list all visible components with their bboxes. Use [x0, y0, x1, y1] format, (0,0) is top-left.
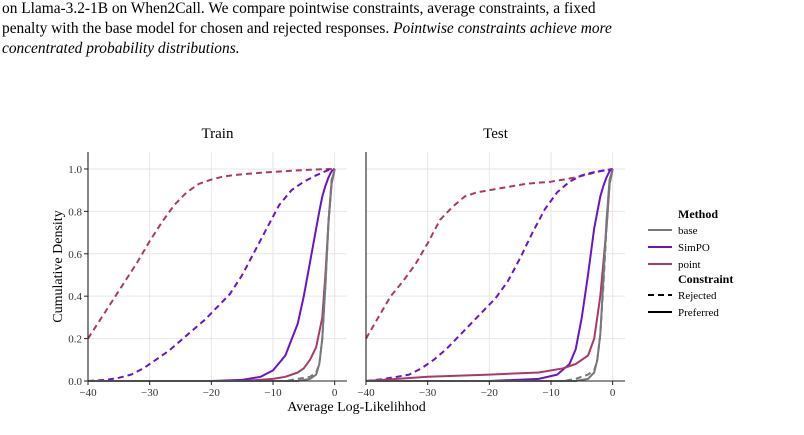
- x-tick-label: −10: [264, 387, 282, 399]
- y-tick-label: 0.2: [68, 334, 82, 346]
- legend-label-simpo: SimPO: [678, 242, 710, 254]
- x-tick-label: −40: [79, 387, 97, 399]
- series-line-point-rejected: [365, 168, 613, 340]
- x-tick-label: 0: [332, 387, 338, 399]
- x-tick-label: −20: [481, 387, 499, 399]
- panel-train: Train −40 −30 −20 −10 0 0.0 0.2 0.4 0.6 0.8 1.0: [68, 126, 347, 399]
- figure-caption: on Llama-3.2-1B on When2Call. We compare…: [2, 0, 798, 59]
- panel-train-series: [87, 168, 336, 382]
- y-tick-label: 1.0: [68, 164, 82, 176]
- x-tick-label: −10: [542, 387, 560, 399]
- legend-constraint-title: Constraint: [678, 272, 733, 286]
- panel-test-background: [366, 152, 625, 381]
- series-line-simpo-rejected: [87, 168, 335, 382]
- legend-method-title: Method: [678, 207, 718, 221]
- legend-label-preferred: Preferred: [678, 307, 719, 319]
- x-tick-label: −40: [357, 387, 375, 399]
- caption-line-2: penalty with the base model for chosen a…: [2, 19, 798, 39]
- series-line-simpo-preferred: [88, 168, 336, 382]
- y-axis-label: Cumulative Density: [51, 210, 66, 322]
- y-tick-label: 0.4: [68, 291, 82, 303]
- panel-test: Test −40 −30 −20 −10 0: [357, 126, 625, 399]
- y-tick-label: 0.6: [68, 249, 82, 261]
- x-tick-label: −30: [419, 387, 437, 399]
- panel-test-axes: −40 −30 −20 −10 0: [357, 152, 625, 399]
- series-line-base-preferred: [88, 168, 336, 382]
- panel-test-title: Test: [483, 126, 509, 142]
- caption-line-3: concentrated probability distributions.: [2, 40, 240, 57]
- caption-line-1: on Llama-3.2-1B on When2Call. We compare…: [2, 0, 596, 17]
- x-tick-label: −20: [203, 387, 221, 399]
- legend-label-point: point: [678, 259, 701, 271]
- legend-label-base: base: [678, 225, 698, 237]
- panel-train-axes: −40 −30 −20 −10 0 0.0 0.2 0.4 0.6 0.8 1.0: [68, 152, 347, 399]
- y-tick-label: 0.0: [68, 376, 82, 388]
- y-tick-label: 0.8: [68, 206, 82, 218]
- legend-label-rejected: Rejected: [678, 290, 717, 302]
- series-line-base-preferred: [366, 168, 614, 382]
- x-tick-label: −30: [141, 387, 159, 399]
- caption-line-2-emphasis: Pointwise constraints achieve more: [393, 20, 612, 37]
- series-line-simpo-preferred: [366, 168, 614, 382]
- panel-test-series: [365, 168, 614, 382]
- x-axis-label: Average Log-Likelihhod: [287, 400, 426, 415]
- series-line-point-rejected: [87, 168, 335, 340]
- x-tick-label: 0: [610, 387, 616, 399]
- panel-train-background: [88, 152, 347, 381]
- panel-train-title: Train: [202, 126, 234, 142]
- caption-line-2-text: penalty with the base model for chosen a…: [2, 20, 390, 37]
